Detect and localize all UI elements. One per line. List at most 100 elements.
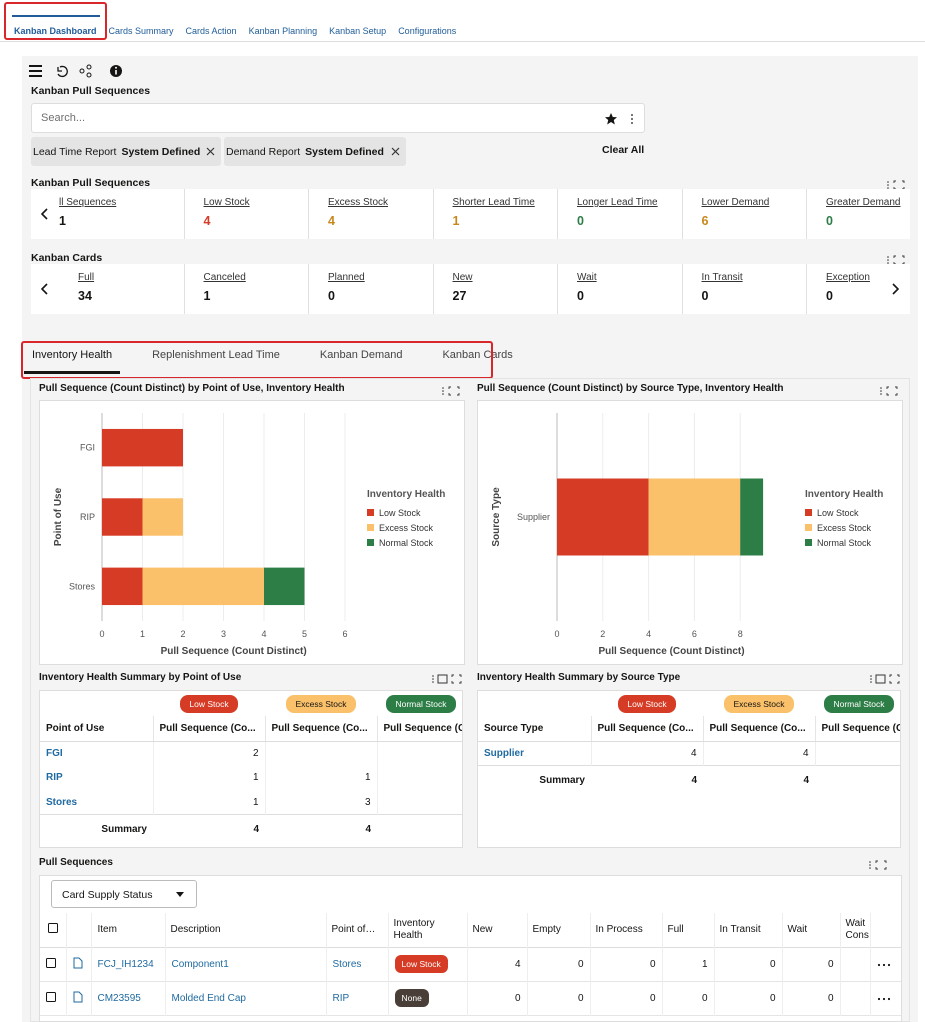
- menu-icon[interactable]: [29, 75, 42, 77]
- cell[interactable]: RIP: [326, 981, 389, 1015]
- more-icon: [870, 675, 872, 677]
- cell: 1: [153, 790, 266, 815]
- cell[interactable]: Molded End Cap: [165, 981, 327, 1015]
- cell[interactable]: Stores: [326, 947, 389, 981]
- search-box[interactable]: Search...: [31, 103, 645, 133]
- metric[interactable]: New 27: [432, 264, 558, 314]
- column-header[interactable]: New: [467, 913, 528, 947]
- chevron[interactable]: [892, 283, 899, 295]
- column-header[interactable]: Description: [165, 913, 327, 947]
- filter-chip[interactable]: Lead Time Report System Defined: [31, 137, 221, 166]
- metric[interactable]: ll Sequences 1: [59, 189, 184, 239]
- status-badge: Low Stock: [180, 695, 238, 713]
- sub-tab[interactable]: Inventory Health: [24, 343, 121, 374]
- x-tick-label: 2: [180, 629, 185, 639]
- chevron[interactable]: [41, 208, 48, 220]
- bar-segment: [102, 428, 183, 467]
- metric[interactable]: Longer Lead Time 0: [557, 189, 682, 239]
- metric[interactable]: Excess Stock 4: [308, 189, 433, 239]
- nav-tab[interactable]: Kanban Planning: [248, 26, 318, 36]
- metric-value: 0: [577, 214, 584, 228]
- column-header[interactable]: Wait: [782, 913, 841, 947]
- detail-icon: [73, 991, 82, 1002]
- cell[interactable]: Supplier: [478, 741, 592, 766]
- y-tick-label: RIP: [80, 512, 95, 522]
- column-header[interactable]: Empty: [527, 913, 591, 947]
- sub-tab[interactable]: Kanban Demand: [319, 349, 403, 361]
- nav-tab[interactable]: Kanban Setup: [329, 26, 387, 36]
- metric-label: Shorter Lead Time: [452, 197, 535, 208]
- metric[interactable]: Full 34: [59, 264, 184, 314]
- badge-cell: Normal Stock: [815, 694, 900, 713]
- column-header[interactable]: Inventory Health: [388, 913, 468, 947]
- column-header[interactable]: In Transit: [714, 913, 783, 947]
- cell[interactable]: CM23595: [91, 981, 166, 1015]
- favorite-icon[interactable]: [605, 113, 617, 125]
- clear-all[interactable]: Clear All: [602, 144, 645, 156]
- doc-icon[interactable]: [73, 991, 82, 1002]
- more-icon: [631, 122, 633, 124]
- undo-icon[interactable]: [57, 65, 68, 78]
- dropdown[interactable]: Card Supply Status: [51, 880, 197, 908]
- chevron[interactable]: [41, 283, 48, 295]
- cell: [815, 741, 900, 766]
- column-header: Source Type: [478, 716, 592, 742]
- column-header[interactable]: In Process: [590, 913, 663, 947]
- nav-tab[interactable]: Cards Summary: [108, 26, 174, 36]
- metric[interactable]: Low Stock 4: [183, 189, 309, 239]
- metric[interactable]: Exception 0: [806, 264, 925, 314]
- cell: 1: [153, 765, 266, 790]
- metric[interactable]: In Transit 0: [681, 264, 807, 314]
- checkbox-box[interactable]: [46, 957, 56, 968]
- dot[interactable]: [882, 963, 885, 966]
- metric-value: 0: [577, 289, 584, 303]
- cell[interactable]: Stores: [40, 790, 154, 815]
- legend-swatch: [805, 539, 812, 546]
- nav-tab[interactable]: Kanban Dashboard: [14, 26, 97, 36]
- metric[interactable]: Shorter Lead Time 1: [432, 189, 558, 239]
- expand-icon: [448, 386, 460, 396]
- panel-actions: [432, 674, 462, 684]
- nav-tab[interactable]: Configurations: [398, 26, 457, 36]
- doc-icon[interactable]: [73, 957, 82, 968]
- cell[interactable]: FGI: [40, 741, 154, 766]
- cell[interactable]: Component1: [165, 947, 327, 981]
- metric[interactable]: Wait 0: [557, 264, 682, 314]
- column-header[interactable]: Full: [662, 913, 715, 947]
- bar-segment: [142, 498, 183, 536]
- metric[interactable]: Greater Demand 0: [806, 189, 925, 239]
- sub-tab[interactable]: Replenishment Lead Time: [152, 349, 280, 361]
- nav-tab[interactable]: Cards Action: [185, 26, 237, 36]
- column-header[interactable]: Point of…: [326, 913, 389, 947]
- dot[interactable]: [877, 963, 880, 966]
- cell[interactable]: FCJ_IH1234: [91, 947, 166, 981]
- menu-icon[interactable]: [29, 65, 42, 67]
- sub-tab[interactable]: Kanban Cards: [442, 349, 513, 361]
- metric-strip: Full 34 Canceled 1 Planned 0 New 27 Wait 0 In Tran…: [31, 264, 910, 314]
- metric[interactable]: Canceled 1: [183, 264, 309, 314]
- dot[interactable]: [887, 963, 890, 966]
- cell: Low Stock: [388, 947, 468, 981]
- dot[interactable]: [882, 997, 885, 1000]
- column-header[interactable]: Item: [91, 913, 166, 947]
- remove-icon[interactable]: [206, 147, 215, 156]
- metric[interactable]: Lower Demand 6: [681, 189, 807, 239]
- remove-icon[interactable]: [391, 147, 400, 156]
- dot[interactable]: [887, 997, 890, 1000]
- checkbox-box[interactable]: [46, 991, 56, 1002]
- cell: 0: [782, 981, 841, 1015]
- column-header: Pull Sequence (C: [377, 716, 462, 742]
- dot[interactable]: [877, 997, 880, 1000]
- column-header[interactable]: Wait Cons: [840, 913, 871, 947]
- active-tab-indicator: [12, 15, 100, 17]
- metric[interactable]: Planned 0: [308, 264, 433, 314]
- more-icon: [869, 864, 871, 866]
- filter-chip[interactable]: Demand Report System Defined: [224, 137, 406, 166]
- table-title: Inventory Health Summary by Point of Use: [39, 672, 242, 683]
- checkbox-box[interactable]: [47, 923, 58, 934]
- y-axis-title: Source Type: [491, 487, 502, 547]
- menu-icon[interactable]: [29, 70, 42, 72]
- cell[interactable]: RIP: [40, 765, 154, 790]
- prev-arrow: [41, 208, 48, 220]
